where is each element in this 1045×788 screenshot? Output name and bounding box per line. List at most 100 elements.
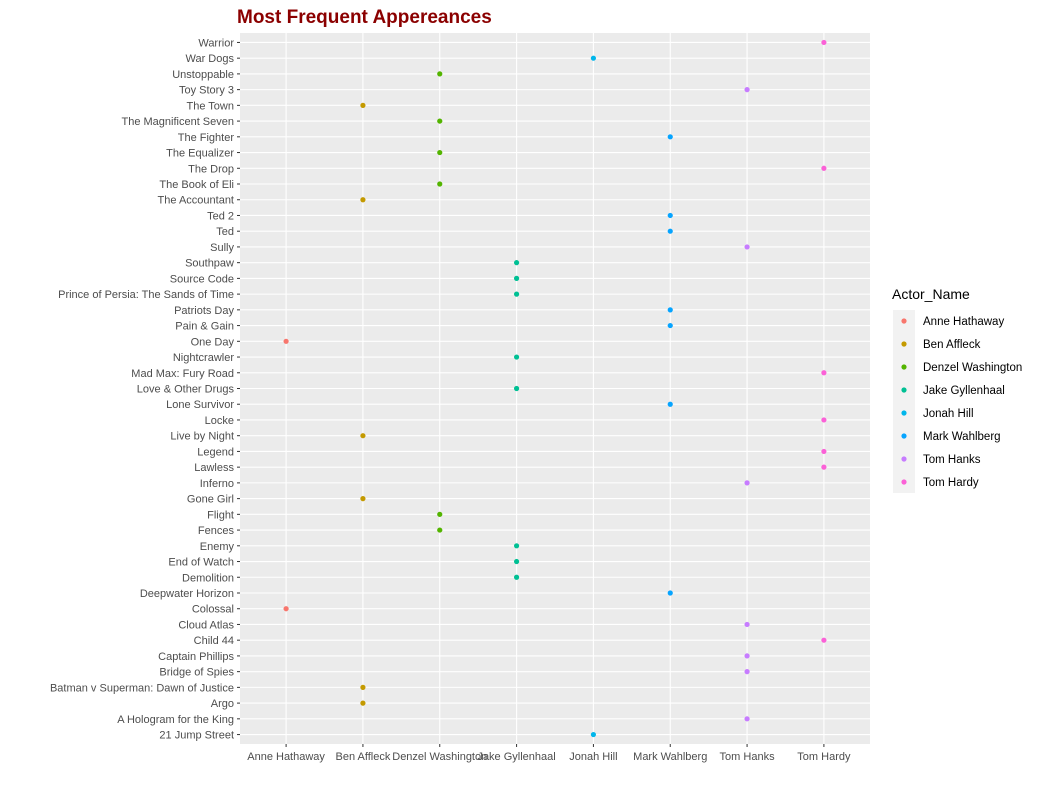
point-toy-story-3 xyxy=(744,87,750,93)
y-tick-label-batman-v-superman-dawn-of-justice: Batman v Superman: Dawn of Justice xyxy=(50,682,234,694)
y-tick-label-toy-story-3: Toy Story 3 xyxy=(179,85,234,97)
legend-key-ben-affleck xyxy=(901,341,907,347)
point-enemy xyxy=(513,543,520,549)
y-tick-label-flight: Flight xyxy=(207,509,234,521)
y-tick-label-inferno: Inferno xyxy=(200,478,234,490)
y-tick-label-21-jump-street: 21 Jump Street xyxy=(159,730,234,742)
point-source-code xyxy=(513,275,520,281)
y-tick-label-the-drop: The Drop xyxy=(188,163,234,175)
y-tick-label-demolition: Demolition xyxy=(182,572,234,584)
y-tick-label-prince-of-persia-the-sands-of-time: Prince of Persia: The Sands of Time xyxy=(58,289,234,301)
y-tick-label-lone-survivor: Lone Survivor xyxy=(166,399,234,411)
legend-key-background xyxy=(893,310,915,493)
y-tick-label-unstoppable: Unstoppable xyxy=(172,69,234,81)
x-tick-label-denzel-washington: Denzel Washington xyxy=(392,751,487,763)
point-the-fighter xyxy=(667,134,673,140)
y-tick-label-child-44: Child 44 xyxy=(194,635,234,647)
legend-key-mark-wahlberg xyxy=(901,433,907,439)
legend-label-tom-hanks: Tom Hanks xyxy=(923,454,981,466)
grid-lines xyxy=(240,33,870,744)
point-patriots-day xyxy=(667,307,673,313)
y-tick-label-source-code: Source Code xyxy=(170,273,234,285)
point-child-44 xyxy=(821,637,827,643)
y-tick-label-pain-gain: Pain & Gain xyxy=(175,321,234,333)
y-tick-label-enemy: Enemy xyxy=(200,541,235,553)
point-prince-of-persia-the-sands-of-time xyxy=(513,291,520,297)
y-tick-label-nightcrawler: Nightcrawler xyxy=(173,352,234,364)
y-tick-label-patriots-day: Patriots Day xyxy=(174,305,234,317)
point-pain-gain xyxy=(667,322,673,329)
point-one-day xyxy=(283,338,289,344)
y-tick-label-war-dogs: War Dogs xyxy=(186,53,235,65)
legend-label-tom-hardy: Tom Hardy xyxy=(923,477,979,489)
y-tick-label-the-accountant: The Accountant xyxy=(158,195,234,207)
point-warrior xyxy=(821,39,827,46)
legend-label-jonah-hill: Jonah Hill xyxy=(923,408,974,420)
legend: Actor_Name Anne Hathaway Ben Affleck Denze… xyxy=(892,286,1022,493)
y-tick-label-legend: Legend xyxy=(197,446,234,458)
point-legend xyxy=(821,448,827,455)
y-tick-label-gone-girl: Gone Girl xyxy=(187,494,234,506)
point-war-dogs xyxy=(590,55,597,61)
point-fences xyxy=(437,527,443,533)
legend-label-anne-hathaway: Anne Hathaway xyxy=(923,316,1004,328)
point-lone-survivor xyxy=(667,401,673,407)
point-a-hologram-for-the-king xyxy=(744,716,750,722)
y-tick-label-mad-max-fury-road: Mad Max: Fury Road xyxy=(131,368,234,380)
legend-label-ben-affleck: Ben Affleck xyxy=(923,339,981,351)
x-tick-label-jake-gyllenhaal: Jake Gyllenhaal xyxy=(477,751,555,763)
legend-label-mark-wahlberg: Mark Wahlberg xyxy=(923,431,1001,443)
point-unstoppable xyxy=(437,71,443,77)
y-tick-label-lawless: Lawless xyxy=(194,462,234,474)
y-tick-label-the-magnificent-seven: The Magnificent Seven xyxy=(121,116,234,128)
point-flight xyxy=(437,511,443,517)
point-the-equalizer xyxy=(437,149,443,156)
point-locke xyxy=(821,417,827,423)
y-tick-label-argo: Argo xyxy=(211,698,234,710)
point-lawless xyxy=(821,464,827,470)
point-the-magnificent-seven xyxy=(437,118,443,124)
y-tick-label-a-hologram-for-the-king: A Hologram for the King xyxy=(117,714,234,726)
point-the-drop xyxy=(821,165,827,171)
point-demolition xyxy=(513,574,520,580)
point-southpaw xyxy=(513,260,520,266)
y-tick-label-sully: Sully xyxy=(210,242,234,254)
y-tick-label-end-of-watch: End of Watch xyxy=(168,557,234,569)
y-axis: 21 Jump Street A Hologram for the King Arg… xyxy=(50,37,240,742)
point-love-other-drugs xyxy=(513,385,520,392)
y-tick-label-warrior: Warrior xyxy=(198,37,234,49)
point-end-of-watch xyxy=(513,558,520,565)
point-batman-v-superman-dawn-of-justice xyxy=(360,684,366,690)
point-bridge-of-spies xyxy=(744,669,750,675)
point-gone-girl xyxy=(360,496,366,502)
y-tick-label-the-town: The Town xyxy=(187,100,235,112)
point-argo xyxy=(360,700,366,706)
point-colossal xyxy=(283,606,289,612)
y-tick-label-the-equalizer: The Equalizer xyxy=(166,148,234,160)
point-mad-max-fury-road xyxy=(821,370,827,376)
y-tick-label-the-book-of-eli: The Book of Eli xyxy=(159,179,234,191)
chart-title: Most Frequent Appereances xyxy=(237,7,492,28)
y-tick-label-the-fighter: The Fighter xyxy=(178,132,235,144)
point-21-jump-street xyxy=(590,731,597,738)
legend-key-tom-hanks xyxy=(901,456,907,462)
legend-key-jonah-hill xyxy=(901,410,907,416)
legend-label-denzel-washington: Denzel Washington xyxy=(923,362,1022,374)
point-inferno xyxy=(744,480,750,486)
y-tick-label-ted-2: Ted 2 xyxy=(207,210,234,222)
point-deepwater-horizon xyxy=(667,590,673,596)
x-tick-label-mark-wahlberg: Mark Wahlberg xyxy=(633,751,707,763)
legend-key-denzel-washington xyxy=(901,364,907,370)
x-tick-label-tom-hanks: Tom Hanks xyxy=(720,751,776,763)
x-tick-label-jonah-hill: Jonah Hill xyxy=(569,751,617,763)
point-the-book-of-eli xyxy=(437,181,443,187)
legend-key-anne-hathaway xyxy=(901,318,907,324)
y-tick-label-live-by-night: Live by Night xyxy=(170,431,234,443)
legend-title: Actor_Name xyxy=(892,286,970,302)
legend-label-jake-gyllenhaal: Jake Gyllenhaal xyxy=(923,385,1005,397)
y-tick-label-ted: Ted xyxy=(216,226,234,238)
point-the-town xyxy=(360,102,366,108)
legend-key-jake-gyllenhaal xyxy=(901,387,907,393)
x-tick-label-anne-hathaway: Anne Hathaway xyxy=(247,751,325,763)
